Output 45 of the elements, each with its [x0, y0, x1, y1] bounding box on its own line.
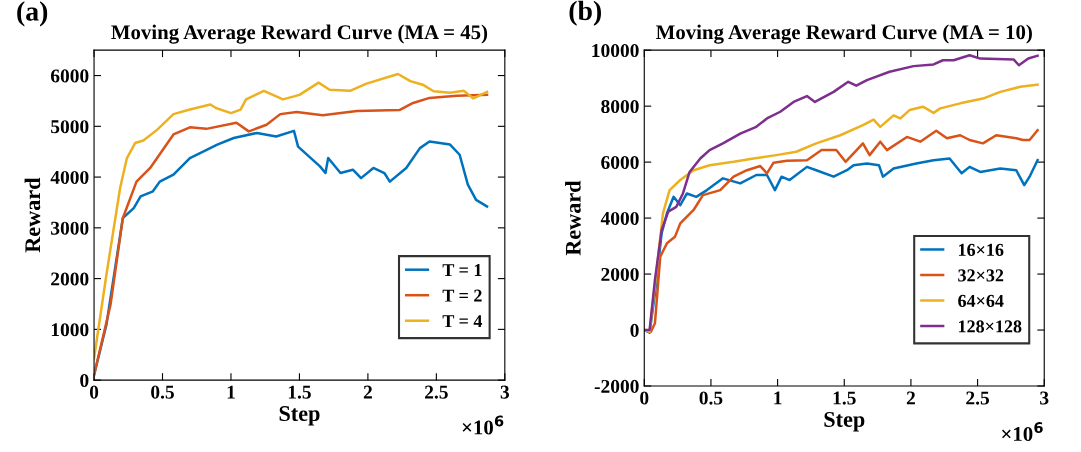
y-tick-label: 6000: [50, 69, 89, 83]
x-tick-label: 2: [906, 391, 915, 405]
y-tick-label: 0: [630, 323, 639, 337]
x-tick-label: 3: [500, 385, 510, 399]
x-tick-label: 0.5: [699, 391, 723, 405]
y-tick-label: -2000: [594, 379, 639, 393]
legend-label: T = 2: [442, 289, 482, 302]
x-axis-title: Step: [279, 406, 320, 426]
x-tick-label: 2.5: [425, 385, 448, 399]
legend-label: 16×16: [958, 243, 1004, 256]
x-tick-label: 1.5: [833, 391, 856, 405]
y-tick-label: 5000: [51, 120, 89, 134]
chart-title: Moving Average Reward Curve (MA = 45): [111, 24, 488, 44]
x-tick-label: 0.5: [151, 385, 174, 399]
legend-label: 32×32: [958, 269, 1004, 282]
legend-label: 128×128: [958, 320, 1022, 333]
y-tick-label: 0: [80, 373, 89, 388]
x-tick-label: 1: [227, 385, 235, 399]
x-axis-title: Step: [824, 411, 865, 432]
legend-label: T = 4: [442, 315, 483, 328]
y-tick-label: 1000: [51, 323, 89, 337]
y-tick-label: 3000: [51, 221, 89, 235]
x-tick-label: 0: [89, 385, 99, 399]
x-tick-label: 0: [640, 391, 649, 405]
text: (a): [17, 1, 48, 27]
y-tick-label: 6000: [601, 155, 639, 170]
text: ×10$^{6}$: [1002, 422, 1043, 442]
x-tick-label: 2: [363, 385, 372, 399]
y-tick-label: 10000: [592, 43, 639, 58]
x-tick-label: 1.5: [288, 385, 311, 399]
y-tick-label: 8000: [601, 99, 639, 114]
text: (b): [569, 0, 602, 26]
y-tick-label: 2000: [601, 267, 639, 281]
x-tick-label: 3: [1040, 391, 1049, 405]
y-axis-title: Reward: [24, 177, 41, 253]
x-tick-label: 2.5: [966, 391, 990, 405]
y-tick-label: 4000: [600, 211, 639, 226]
text: ×10$^{6}$: [462, 415, 504, 435]
y-axis-title: Reward: [565, 180, 581, 256]
legend-label: T = 1: [442, 264, 482, 277]
x-tick-label: 1: [774, 391, 782, 405]
legend-label: 64×64: [958, 294, 1004, 307]
chart-title: Moving Average Reward Curve (MA = 10): [656, 24, 1032, 44]
y-tick-label: 2000: [51, 272, 89, 286]
y-tick-label: 4000: [50, 170, 89, 185]
